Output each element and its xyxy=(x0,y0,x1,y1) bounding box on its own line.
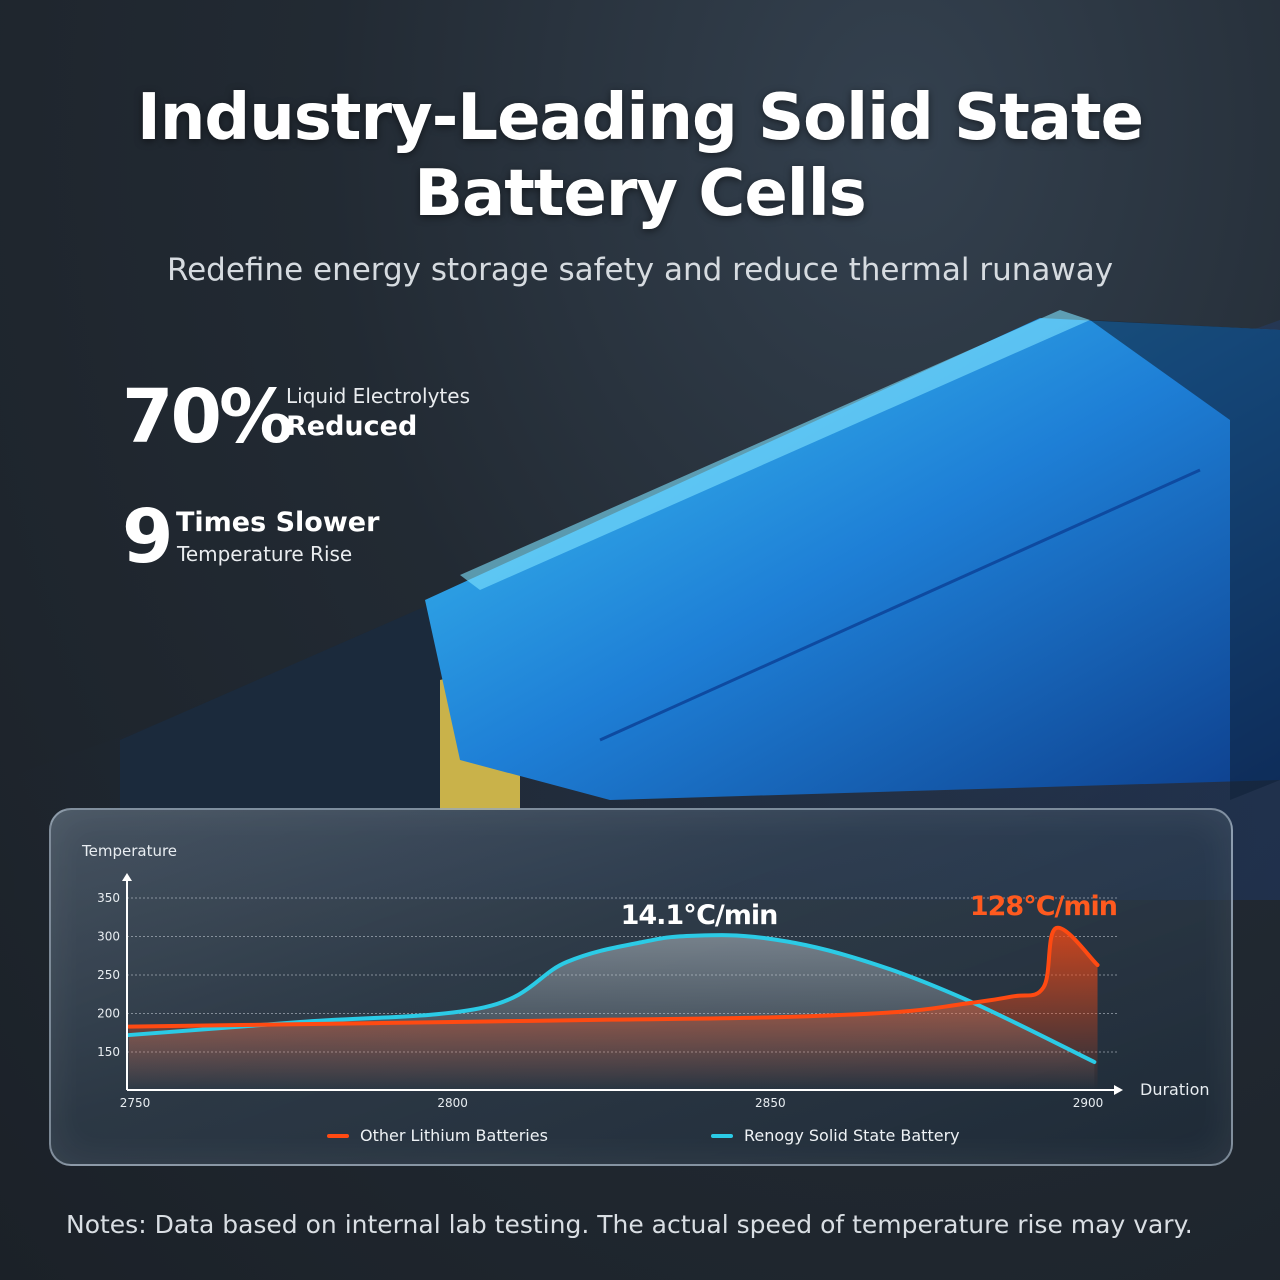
legend-item-renogy: Renogy Solid State Battery xyxy=(711,1126,960,1145)
y-tick-label: 250 xyxy=(97,968,120,982)
chart-panel: Temperature Duration 350 300 250 200 150 275… xyxy=(49,808,1233,1166)
renogy-annotation: 14.1℃/min xyxy=(621,900,778,931)
subtitle: Redefine energy storage safety and reduc… xyxy=(166,252,1114,288)
legend-swatch-renogy xyxy=(711,1133,733,1138)
series-line-renogy xyxy=(126,933,1097,1065)
x-tick-label: 2800 xyxy=(437,1096,468,1110)
x-axis-label: Duration xyxy=(1140,1080,1210,1099)
x-tick-label: 2850 xyxy=(755,1096,786,1110)
x-axis-arrow-icon xyxy=(1114,1085,1123,1095)
legend-item-other: Other Lithium Batteries xyxy=(327,1126,548,1145)
temperature-chart: Temperature Duration 350 300 250 200 150 275… xyxy=(81,842,1210,1110)
stat-temperature-value: 9 xyxy=(122,494,173,580)
series-line-other xyxy=(126,926,1100,1029)
stat-electrolytes-value: 70% xyxy=(122,374,293,460)
legend-label-other: Other Lithium Batteries xyxy=(360,1126,548,1145)
title-line-2: Battery Cells xyxy=(414,157,866,231)
stat-electrolytes-label: Liquid Electrolytes xyxy=(286,384,470,408)
page-title: Industry-Leading Solid State Battery Cel… xyxy=(0,80,1280,232)
other-annotation: 128°C/min xyxy=(970,891,1117,922)
stat-temperature-label: Times Slower xyxy=(176,507,380,538)
y-tick-label: 200 xyxy=(97,1007,120,1021)
series-area-other xyxy=(128,927,1098,1090)
x-tick-label: 2750 xyxy=(120,1096,151,1110)
stat-temperature-sub: Temperature Rise xyxy=(177,542,353,566)
title-line-1: Industry-Leading Solid State xyxy=(137,81,1144,155)
y-tick-label: 300 xyxy=(97,930,120,944)
x-tick-label: 2900 xyxy=(1073,1096,1104,1110)
legend-label-renogy: Renogy Solid State Battery xyxy=(744,1126,960,1145)
y-axis-arrow-icon xyxy=(122,873,132,881)
footnote: Notes: Data based on internal lab testin… xyxy=(66,1210,1193,1239)
legend-swatch-other xyxy=(327,1133,349,1138)
y-tick-label: 350 xyxy=(97,891,120,905)
y-axis-label: Temperature xyxy=(81,842,177,860)
stat-electrolytes-sub: Reduced xyxy=(286,411,418,442)
y-tick-label: 150 xyxy=(97,1045,120,1059)
